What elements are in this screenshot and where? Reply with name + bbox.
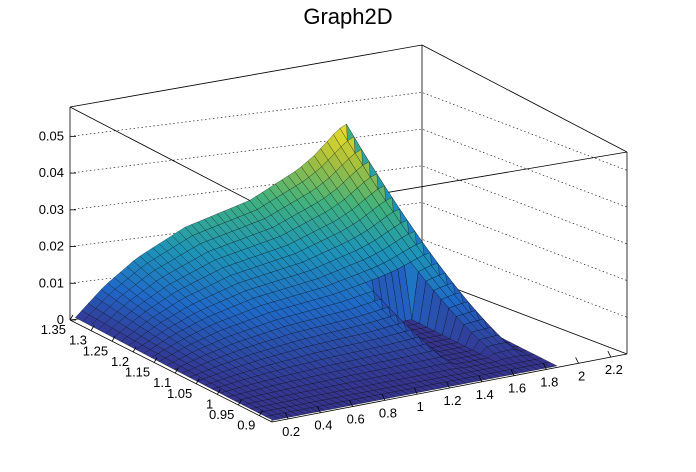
y-tick-label: 1.1 — [153, 375, 171, 390]
y-tick — [174, 367, 179, 374]
z-tick-label: 0.03 — [39, 202, 64, 217]
surface-cell — [542, 361, 558, 368]
y-tick-label: 1.25 — [83, 343, 108, 358]
y-tick — [259, 410, 263, 416]
x-tick — [317, 406, 321, 413]
x-tick — [575, 357, 579, 364]
x-tick — [446, 381, 450, 389]
y-tick — [69, 314, 74, 321]
y-tick — [237, 399, 242, 406]
z-gridline — [69, 92, 628, 171]
chart-title: Graph2D — [303, 4, 392, 29]
x-tick-label: 1.2 — [443, 393, 461, 408]
x-tick-label: 1 — [417, 399, 424, 414]
z-gridline — [69, 165, 628, 245]
x-tick-label: 1.4 — [476, 387, 494, 402]
y-tick — [132, 346, 137, 353]
y-tick-label: 1.3 — [69, 333, 87, 348]
frame-edge — [69, 44, 423, 108]
y-tick-label: 1.15 — [125, 365, 150, 380]
x-tick-label: 1.8 — [540, 374, 558, 389]
z-tick-label: 0.04 — [39, 165, 64, 180]
y-tick — [153, 357, 158, 363]
x-tick-label: 0.8 — [379, 405, 397, 420]
z-tick-label: 0.05 — [39, 128, 64, 143]
z-gridline — [69, 202, 628, 281]
axes: 00.010.020.030.040.050.90.9511.051.11.15… — [39, 128, 623, 439]
x-tick — [542, 363, 547, 370]
z-tick-label: 0.01 — [39, 275, 64, 290]
x-tick-label: 0.2 — [282, 424, 300, 439]
y-tick-label: 0.9 — [237, 418, 255, 433]
frame-edge — [421, 44, 628, 153]
frame-edge — [69, 106, 273, 213]
y-tick-label: 1.35 — [41, 322, 66, 337]
y-tick — [90, 325, 95, 331]
x-tick-label: 0.4 — [314, 418, 332, 433]
x-tick-label: 1.6 — [508, 381, 526, 396]
x-tick — [349, 400, 354, 407]
x-tick — [478, 375, 483, 382]
x-tick — [510, 369, 515, 376]
x-tick-label: 0.6 — [347, 412, 365, 427]
z-gridlines — [69, 92, 628, 318]
y-tick-label: 1.05 — [167, 386, 192, 401]
x-tick — [607, 350, 612, 358]
z-tick-label: 0.02 — [39, 239, 64, 254]
z-gridline — [69, 238, 628, 318]
z-gridline — [69, 128, 628, 208]
x-tick — [381, 394, 386, 401]
y-tick-label: 1.2 — [111, 354, 129, 369]
x-tick — [413, 388, 418, 395]
y-tick-label: 0.95 — [209, 407, 234, 422]
x-tick-label: 2 — [578, 368, 585, 383]
y-tick — [195, 378, 200, 384]
surface-mesh — [75, 123, 558, 421]
x-tick-label: 2.2 — [605, 362, 623, 377]
z-tick-label: 0 — [57, 312, 64, 327]
y-tick — [216, 389, 221, 395]
y-tick-label: 1 — [206, 396, 213, 411]
x-tick — [284, 412, 289, 420]
y-tick — [111, 336, 116, 342]
